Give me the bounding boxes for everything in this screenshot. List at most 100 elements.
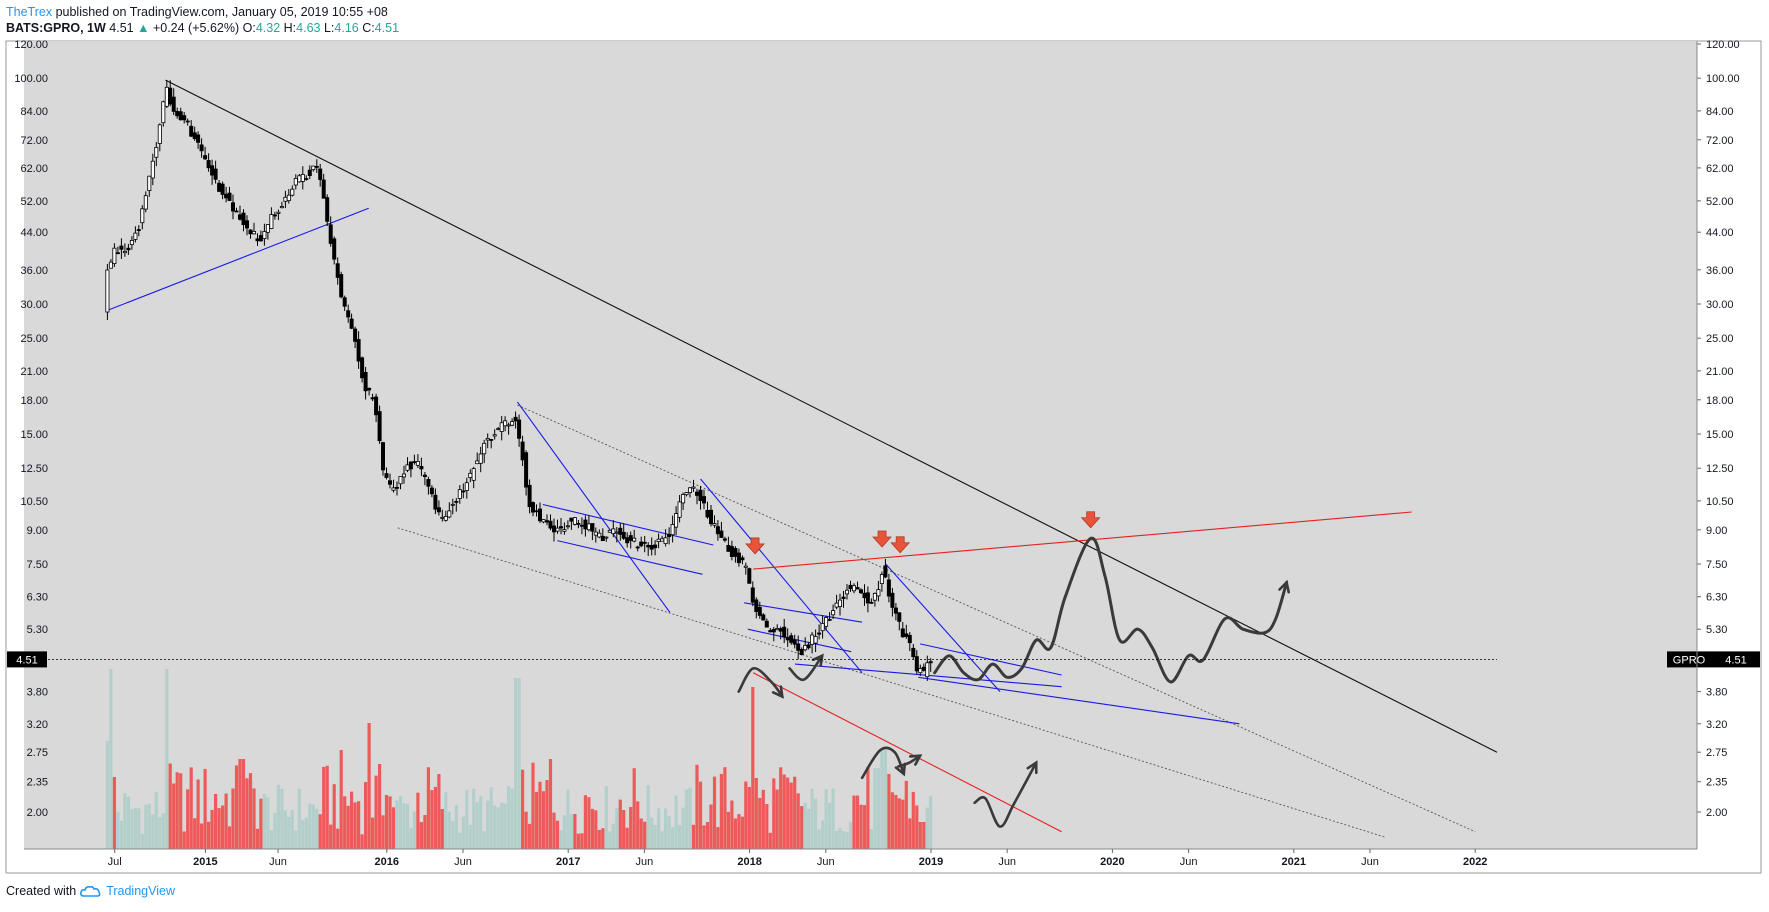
price-tick-label: 2.75 [1706,747,1727,759]
candle-body [307,169,312,177]
volume-bar [388,796,392,849]
created-with-label: Created with [6,884,77,898]
volume-bar [922,822,926,849]
volume-bar [765,804,769,849]
symbol-label[interactable]: BATS:GPRO, 1W [6,21,106,35]
candle-body [831,610,836,616]
candle-body [579,524,584,527]
volume-bar [622,810,626,849]
volume-bar [269,830,273,849]
volume-bar [845,832,849,849]
author-link[interactable]: TheTrex [6,5,53,19]
volume-bar [552,812,556,849]
price-tick-label: 6.30 [27,592,48,604]
candle-body [733,548,738,557]
candle-body [726,545,731,552]
candle-body [499,422,504,432]
candle-body [422,474,427,478]
candle-body [468,472,473,478]
volume-bar [517,678,521,849]
candle-body [513,416,518,422]
candle-body [590,523,595,532]
candle-body [230,202,235,212]
candle-body [255,238,260,242]
candle-body [237,214,242,220]
candle-body [527,484,532,507]
volume-bar [548,759,553,849]
volume-bar [144,804,148,849]
candle-body [311,165,316,171]
candle-body [105,269,110,313]
price-axis-right[interactable]: 120.00 100.00 84.00 72.00 62.00 52.00 44.00 36.… [1696,39,1740,849]
candle-body [545,520,550,523]
candle-body [611,528,616,535]
candle-body [234,210,239,213]
time-tick-label: Jul [108,856,122,868]
volume-bar [796,793,800,849]
volume-bar [709,804,713,849]
volume-bar [384,795,389,849]
candle-body [569,517,574,522]
volume-bar [426,767,430,849]
candle-body [426,478,431,487]
candle-body [517,419,522,439]
volume-bar [273,812,277,849]
candle-body [757,607,762,616]
volume-bar [555,820,560,849]
right-last-price-label: 4.51 [1725,654,1746,666]
volume-bar [262,793,266,849]
volume-bar [126,796,130,849]
volume-bar [597,829,601,849]
volume-bar [248,773,253,849]
volume-bar [800,806,804,849]
candle-body [339,274,344,298]
candle-body [405,464,410,471]
volume-bar [674,795,678,849]
candle-body [736,552,741,564]
candle-body [534,510,539,513]
candle-body [248,229,253,235]
volume-bar [761,789,765,849]
candle-body [565,525,570,528]
tradingview-link[interactable]: TradingView [106,884,175,898]
candle-body [143,195,148,210]
candle-body [810,634,815,645]
candle-body [293,177,298,186]
volume-bar [650,817,654,849]
open-value: 4.32 [255,21,281,35]
time-axis[interactable]: Jul 2015 Jun 2016 Jun 2017 Jun 2018 Jun 2019 Jun 20… [24,848,1697,868]
volume-bar [866,767,870,849]
candle-body [834,602,839,608]
volume-bar [793,776,797,849]
low-label: L: [323,21,335,35]
candle-body [297,175,302,183]
candle-body [356,339,361,362]
volume-bar [569,813,573,849]
candle-body [328,224,333,244]
volume-bar [723,767,727,849]
volume-bar [684,789,689,849]
candle-body [461,490,466,493]
candle-body [890,592,895,608]
candle-body [660,538,665,542]
candle-body [862,592,867,599]
volume-bar [227,826,232,849]
volume-bar [451,821,455,849]
candle-body [464,482,469,491]
candle-body [576,523,581,525]
candle-body [531,502,536,513]
candle-body [897,612,902,622]
price-axis-left[interactable]: 120.00 100.00 84.00 72.00 62.00 52.00 44.00 36.… [14,39,48,819]
time-tick-label: 2020 [1100,856,1124,868]
candle-body [433,494,438,510]
volume-bar [573,814,577,849]
blue-trendline [747,628,852,653]
candle-body [604,536,609,539]
candle-body [398,475,403,485]
candle-body [562,529,567,532]
volume-bar [929,796,933,849]
volume-bar [378,764,382,849]
candle-body [164,86,169,107]
volume-bar [901,799,905,849]
